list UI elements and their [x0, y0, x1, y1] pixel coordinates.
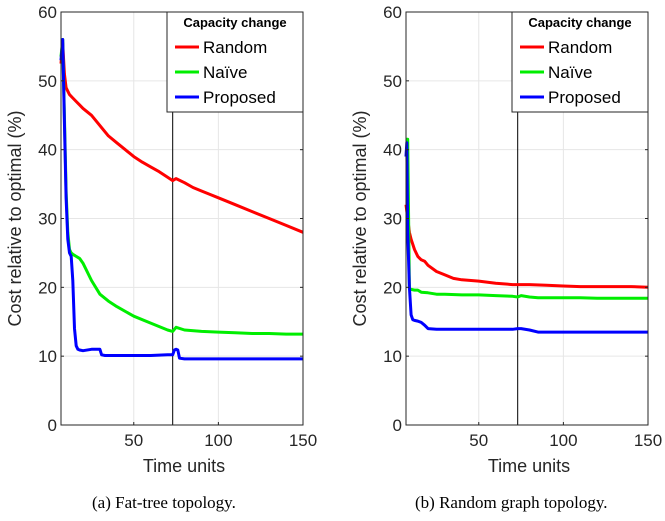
- legend-label-random: Random: [203, 38, 267, 57]
- tick-label-y: 40: [38, 141, 57, 160]
- x-axis-label: Time units: [488, 456, 570, 476]
- legend-title: Capacity change: [183, 15, 286, 30]
- tick-label-y: 50: [38, 72, 57, 91]
- tick-label-y: 30: [383, 210, 402, 229]
- chart-panel-random-graph: 0 10 20 30 40 50 60 50 100 150 Time units Cost rela…: [350, 3, 662, 476]
- series-line-random: [404, 204, 649, 289]
- tick-label-x: 50: [469, 431, 488, 450]
- tick-label-y: 10: [383, 347, 402, 366]
- tick-label-y: 0: [393, 416, 402, 435]
- tick-label-y: 40: [383, 141, 402, 160]
- legend-label-proposed: Proposed: [548, 88, 621, 107]
- series-line-proposed: [404, 141, 648, 334]
- legend-title: Capacity change: [528, 15, 631, 30]
- legend-box: [511, 11, 649, 113]
- tick-label-y: 20: [38, 278, 57, 297]
- series-line-random: [59, 41, 304, 234]
- tick-label-x: 150: [289, 431, 317, 450]
- caption-fat-tree: (a) Fat-tree topology.: [92, 493, 236, 512]
- tick-label-y: 10: [38, 347, 57, 366]
- y-axis-label: Cost relative to optimal (%): [5, 110, 25, 326]
- tick-label-y: 0: [48, 416, 57, 435]
- legend-label-na-ve: Naïve: [203, 63, 247, 82]
- x-axis-label: Time units: [143, 456, 225, 476]
- tick-label-x: 50: [124, 431, 143, 450]
- legend-box: [166, 11, 304, 113]
- legend-label-random: Random: [548, 38, 612, 57]
- tick-label-y: 30: [38, 210, 57, 229]
- series-line-proposed: [59, 38, 303, 361]
- series-line-na-ve: [406, 137, 648, 300]
- tick-label-y: 20: [383, 278, 402, 297]
- tick-label-x: 150: [634, 431, 662, 450]
- caption-random-graph: (b) Random graph topology.: [415, 493, 608, 512]
- chart-panel-fat-tree: 0 10 20 30 40 50 60 50 100 150 Time units Cost rela…: [5, 3, 317, 476]
- tick-label-x: 100: [204, 431, 232, 450]
- tick-label-y: 50: [383, 72, 402, 91]
- tick-label-x: 100: [549, 431, 577, 450]
- y-axis-label: Cost relative to optimal (%): [350, 110, 370, 326]
- tick-label-y: 60: [383, 3, 402, 22]
- tick-label-y: 60: [38, 3, 57, 22]
- legend-label-proposed: Proposed: [203, 88, 276, 107]
- legend-label-na-ve: Naïve: [548, 63, 592, 82]
